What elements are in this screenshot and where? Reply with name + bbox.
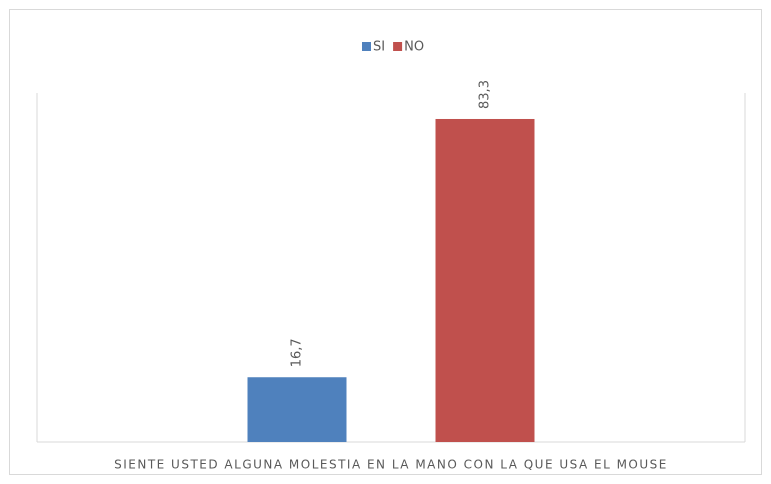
- x-tick-label: SIENTE USTED ALGUNA MOLESTIA EN LA MANO …: [114, 458, 668, 472]
- legend-label: SI: [373, 40, 385, 55]
- legend-swatch: [362, 42, 371, 51]
- bar: [435, 118, 535, 442]
- chart-border: [9, 9, 762, 475]
- value-label: 16,7: [290, 338, 305, 367]
- legend-swatch: [393, 42, 403, 51]
- value-label: 83,3: [478, 80, 493, 109]
- bar: [247, 377, 347, 442]
- legend-label: NO: [404, 40, 424, 55]
